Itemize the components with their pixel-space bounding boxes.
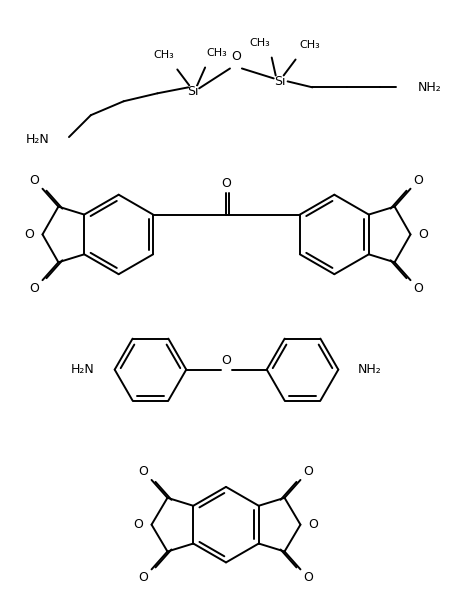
Text: H₂N: H₂N [71,363,95,376]
Text: O: O [414,174,424,187]
Text: O: O [231,50,241,63]
Text: O: O [308,518,318,531]
Text: O: O [304,571,313,584]
Text: O: O [414,282,424,295]
Text: O: O [139,571,149,584]
Text: O: O [304,465,313,478]
Text: CH₃: CH₃ [299,40,320,50]
Text: NH₂: NH₂ [418,81,442,94]
Text: O: O [29,282,39,295]
Text: Si: Si [274,75,285,88]
Text: O: O [24,228,34,241]
Text: O: O [222,354,231,367]
Text: H₂N: H₂N [25,133,49,146]
Text: O: O [134,518,144,531]
Text: Si: Si [188,85,199,98]
Text: CH₃: CH₃ [153,50,174,60]
Text: O: O [139,465,149,478]
Text: CH₃: CH₃ [250,37,270,48]
Text: O: O [222,177,231,190]
Text: CH₃: CH₃ [207,47,227,58]
Text: O: O [29,174,39,187]
Text: NH₂: NH₂ [358,363,382,376]
Text: O: O [419,228,429,241]
